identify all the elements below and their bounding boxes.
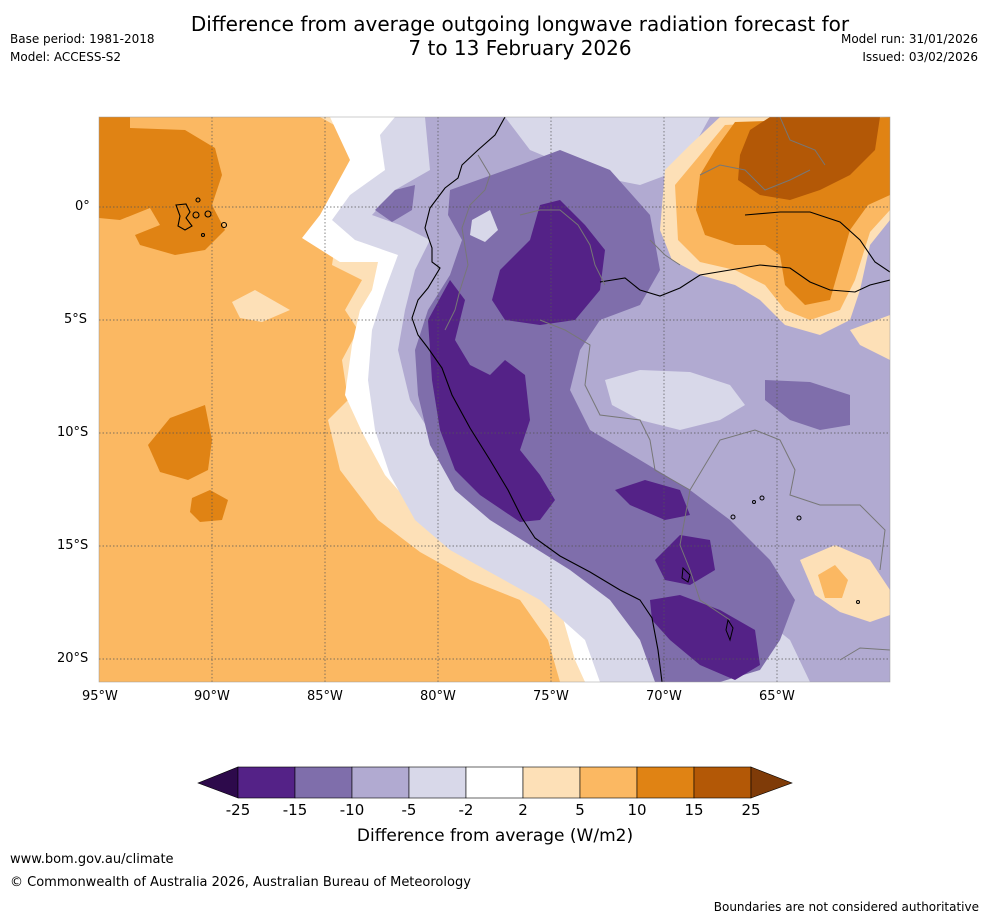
anomaly-core-coast bbox=[428, 280, 555, 522]
anomaly-patch-lightwhite bbox=[470, 210, 498, 242]
country-borders bbox=[444, 117, 890, 661]
lat-label-20s: 20°S bbox=[57, 651, 89, 666]
colorbar-swatch bbox=[693, 766, 752, 799]
lakes bbox=[681, 495, 860, 642]
anomaly-se-5-10 bbox=[818, 565, 848, 598]
issued-date: Issued: 03/02/2026 bbox=[862, 50, 978, 64]
amazon-river bbox=[599, 264, 890, 297]
colorbar-tick: 25 bbox=[741, 801, 761, 819]
colorbar-swatch bbox=[465, 766, 524, 799]
lon-label-95w: 95°W bbox=[82, 689, 118, 704]
model-name: Model: ACCESS-S2 bbox=[10, 50, 122, 64]
lat-label-10s: 10°S bbox=[57, 425, 89, 440]
base-period: Base period: 1981-2018 bbox=[10, 32, 155, 46]
disclaimer: Boundaries are not considered authoritat… bbox=[713, 900, 979, 914]
anomaly-west-patch-1 bbox=[148, 405, 212, 480]
map-field bbox=[99, 117, 890, 682]
colorbar-swatch bbox=[237, 766, 296, 799]
title-line-2: 7 to 13 February 2026 bbox=[408, 36, 632, 60]
lon-label-90w: 90°W bbox=[194, 689, 230, 704]
colorbar-swatch bbox=[522, 766, 581, 799]
colorbar-swatch bbox=[636, 766, 695, 799]
galapagos-islands bbox=[175, 197, 228, 238]
anomaly-patch-medium bbox=[765, 380, 850, 430]
lon-label-70w: 70°W bbox=[646, 689, 682, 704]
colorbar-extend-low bbox=[197, 766, 239, 799]
anomaly-right-band bbox=[850, 315, 890, 360]
anomaly-west-patch-2 bbox=[190, 490, 228, 522]
meta-left: Base period: 1981-2018 Model: ACCESS-S2 bbox=[10, 30, 155, 66]
colorbar-extend-high bbox=[750, 766, 793, 799]
anomaly-patch-northwest bbox=[375, 185, 415, 222]
lat-label-5s: 5°S bbox=[64, 312, 88, 327]
model-run: Model run: 31/01/2026 bbox=[840, 32, 978, 46]
anomaly-core-north bbox=[492, 200, 605, 325]
lon-label-85w: 85°W bbox=[307, 689, 343, 704]
graticule bbox=[99, 117, 890, 682]
copyright: © Commonwealth of Australia 2026, Austra… bbox=[10, 875, 471, 890]
coastline bbox=[411, 117, 663, 682]
lat-label-15s: 15°S bbox=[57, 538, 89, 553]
colorbar-title: Difference from average (W/m2) bbox=[356, 826, 634, 846]
colorbar-tick: -10 bbox=[339, 801, 365, 819]
lon-label-65w: 65°W bbox=[759, 689, 795, 704]
colorbar-tick: -25 bbox=[225, 801, 251, 819]
colorbar-swatch bbox=[294, 766, 353, 799]
meta-right: Model run: 31/01/2026 Issued: 03/02/2026 bbox=[841, 30, 978, 66]
website-link[interactable]: www.bom.gov.au/climate bbox=[10, 852, 174, 867]
anomaly-west-10-15 bbox=[99, 117, 225, 255]
lon-label-75w: 75°W bbox=[533, 689, 569, 704]
anomaly-patch-light bbox=[605, 370, 745, 430]
title-line-1: Difference from average outgoing longwav… bbox=[190, 12, 850, 36]
colorbar-tick: 2 bbox=[518, 801, 528, 819]
lon-label-80w: 80°W bbox=[420, 689, 456, 704]
north-coast bbox=[744, 211, 890, 273]
anomaly-west-pale-patch bbox=[232, 290, 290, 322]
colorbar-tick: 15 bbox=[684, 801, 704, 819]
colorbar-tick: -5 bbox=[401, 801, 417, 819]
map-frame bbox=[98, 116, 891, 683]
colorbar-tick: -15 bbox=[282, 801, 308, 819]
map-title: Difference from average outgoing longwav… bbox=[140, 12, 900, 60]
anomaly-ne-15-25 bbox=[738, 117, 880, 200]
colorbar-swatch bbox=[579, 766, 638, 799]
colorbar-tick: -2 bbox=[458, 801, 474, 819]
anomaly-core-south bbox=[655, 535, 715, 585]
colorbar-swatch bbox=[351, 766, 410, 799]
colorbar-tick: 5 bbox=[575, 801, 585, 819]
lat-label-0: 0° bbox=[75, 199, 90, 214]
colorbar-swatch bbox=[408, 766, 467, 799]
colorbar bbox=[197, 766, 793, 799]
anomaly-core-east bbox=[615, 480, 690, 520]
colorbar-tick: 10 bbox=[627, 801, 647, 819]
